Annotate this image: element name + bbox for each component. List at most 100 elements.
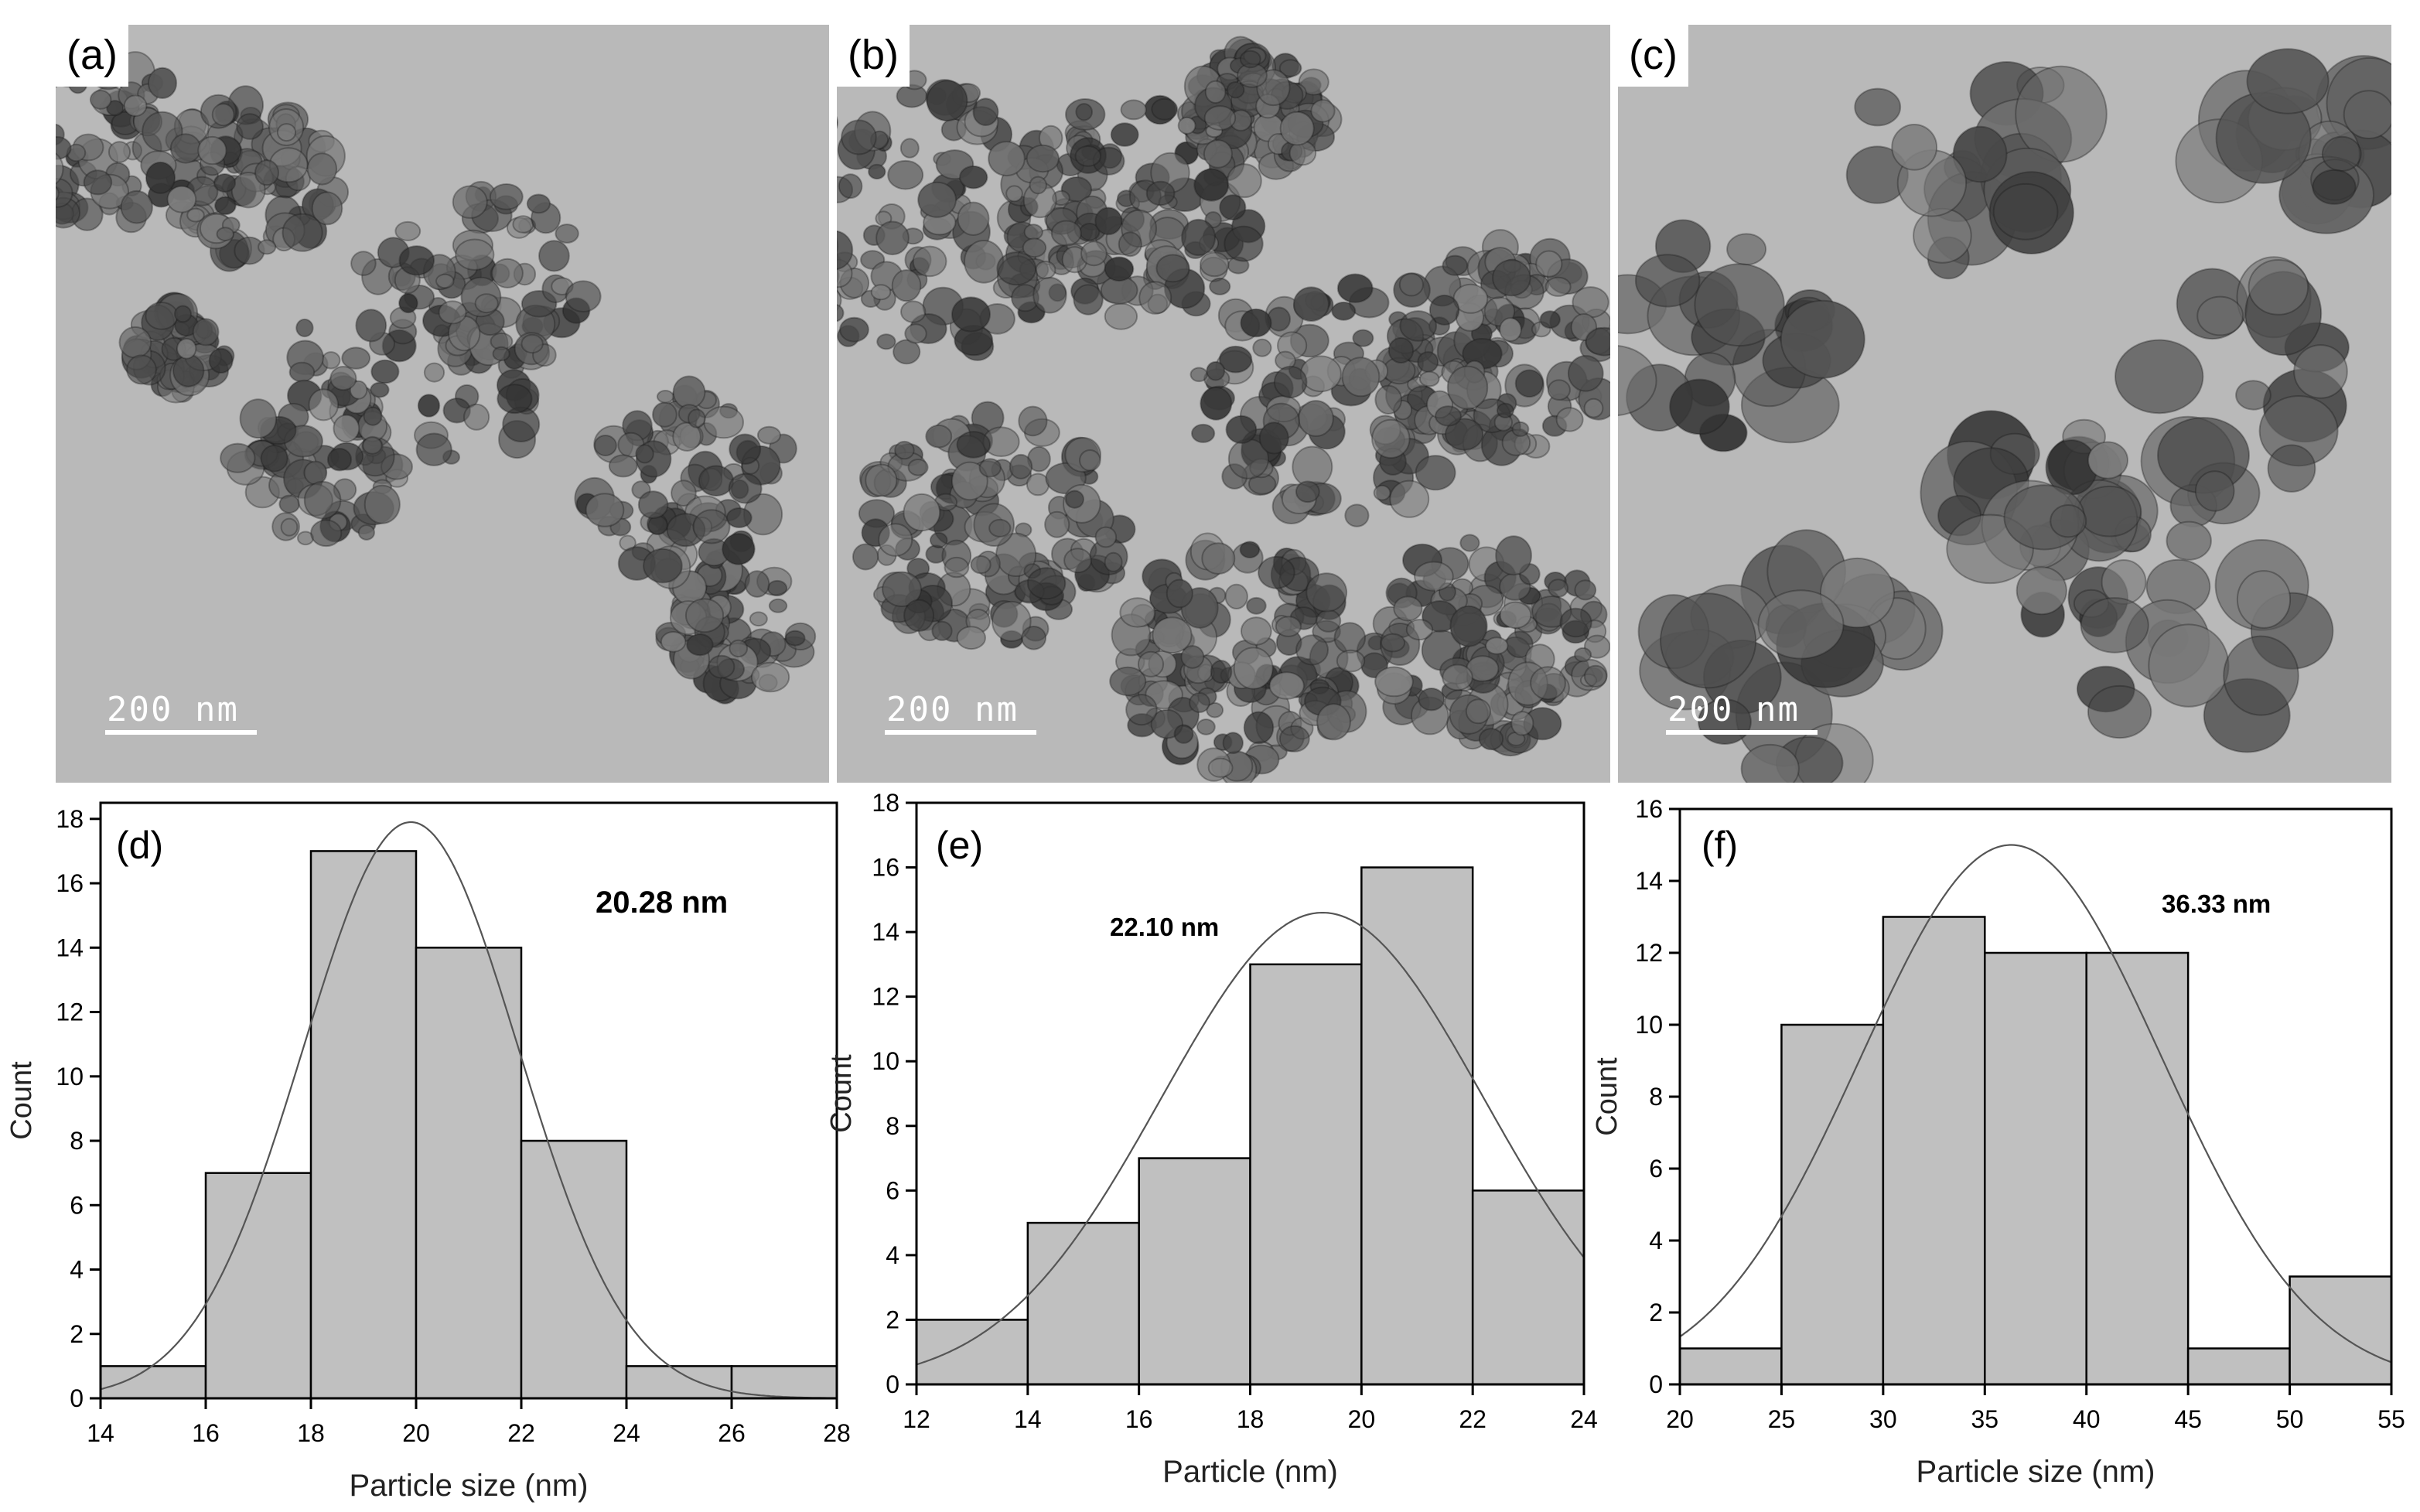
- particle: [1109, 666, 1147, 697]
- particle: [1278, 59, 1302, 77]
- particle: [684, 598, 725, 633]
- particle: [455, 238, 495, 271]
- scale-bar-c: [1666, 730, 1818, 735]
- particle: [2166, 520, 2212, 561]
- particle: [186, 207, 205, 223]
- x-tick-label: 30: [1869, 1405, 1897, 1433]
- particle: [1026, 144, 1060, 173]
- particle: [876, 333, 896, 350]
- particle: [474, 293, 499, 314]
- particle: [145, 161, 176, 194]
- particle: [1023, 224, 1043, 241]
- particle: [870, 284, 892, 301]
- scale-bar-label-b: 200 nm: [886, 690, 1019, 729]
- particle: [652, 401, 678, 428]
- particle: [837, 116, 838, 129]
- particle: [1110, 122, 1139, 147]
- particle: [904, 323, 927, 344]
- particle: [208, 347, 234, 374]
- particle: [2196, 295, 2244, 336]
- particle: [1389, 480, 1430, 518]
- chart-panel-label: (d): [116, 824, 163, 867]
- particle: [1104, 256, 1135, 282]
- particle: [882, 571, 922, 607]
- particle: [1219, 194, 1247, 221]
- particle: [1206, 701, 1224, 718]
- particle: [1539, 310, 1561, 329]
- particle: [1094, 206, 1123, 236]
- x-tick-label: 14: [1014, 1405, 1042, 1433]
- histogram-f: 20 25 30 35 40 45 50 55 0 2 4 6 8 10 12 14 16 Particle si…: [1585, 789, 2420, 1512]
- y-tick-label: 14: [56, 933, 84, 961]
- particle: [951, 296, 991, 333]
- particle: [1226, 81, 1245, 99]
- y-tick-label: 8: [70, 1127, 84, 1155]
- x-tick-label: 22: [507, 1419, 535, 1447]
- gaussian-fit-line: [916, 912, 1585, 1366]
- particle: [538, 240, 570, 272]
- particle: [438, 300, 467, 325]
- histogram-bar: [204, 1172, 312, 1400]
- particle: [192, 318, 220, 346]
- particle: [1398, 272, 1425, 297]
- particle: [363, 406, 383, 426]
- particle: [512, 215, 534, 234]
- particle: [635, 444, 654, 464]
- histogram-bar: [99, 1365, 207, 1400]
- x-tick-label: 14: [87, 1419, 114, 1447]
- particle: [118, 326, 152, 359]
- particle: [321, 351, 341, 370]
- particle: [239, 398, 277, 439]
- x-axis-label: Particle size (nm): [1917, 1455, 2155, 1489]
- particle: [2115, 339, 2204, 415]
- particle: [2236, 570, 2292, 629]
- y-tick-label: 8: [886, 1112, 899, 1140]
- particle: [1181, 218, 1217, 257]
- particle: [1196, 718, 1216, 736]
- y-tick-label: 12: [56, 998, 84, 1026]
- particle: [1033, 276, 1067, 314]
- particle: [106, 100, 125, 117]
- y-axis-label: Count: [5, 1061, 38, 1140]
- particle: [1258, 422, 1289, 455]
- particle: [1119, 597, 1156, 628]
- particle: [417, 394, 441, 418]
- particle: [585, 493, 625, 527]
- particle: [333, 414, 360, 443]
- particle: [887, 159, 924, 190]
- particle: [926, 80, 968, 122]
- y-tick-label: 4: [70, 1256, 84, 1284]
- particle: [1574, 579, 1597, 601]
- particle: [838, 173, 863, 200]
- particle: [1206, 360, 1226, 381]
- x-tick-label: 20: [1666, 1405, 1694, 1433]
- particle: [970, 555, 992, 575]
- particle: [1137, 650, 1165, 677]
- particle: [1445, 418, 1484, 451]
- y-tick-label: 6: [1649, 1155, 1663, 1183]
- particle: [925, 424, 953, 449]
- particle: [2015, 65, 2108, 163]
- particle: [768, 598, 788, 613]
- particle: [2321, 135, 2362, 172]
- particle: [1268, 671, 1305, 700]
- particle: [1258, 555, 1295, 589]
- particle: [951, 461, 988, 501]
- histogram-bar: [309, 850, 418, 1400]
- particle: [288, 361, 316, 383]
- particle: [1418, 370, 1440, 387]
- particle: [959, 165, 988, 189]
- particle-group: [56, 45, 817, 705]
- particle: [728, 473, 763, 504]
- particle: [1435, 405, 1462, 427]
- particle: [303, 480, 342, 520]
- particle: [660, 631, 687, 653]
- particle: [876, 220, 910, 256]
- particle: [176, 338, 197, 360]
- particle: [1913, 207, 1972, 264]
- particle: [988, 141, 1026, 177]
- particle: [260, 445, 288, 473]
- particle: [931, 620, 953, 641]
- particle: [216, 227, 234, 242]
